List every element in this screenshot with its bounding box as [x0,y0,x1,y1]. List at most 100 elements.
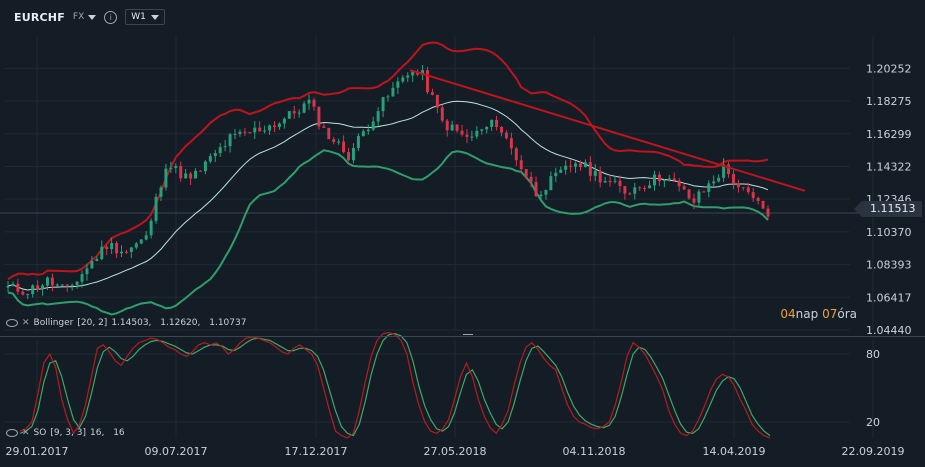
close-icon[interactable]: ✕ [22,428,30,438]
candle [268,124,272,135]
candle-body [11,283,15,286]
candle-body [65,284,69,286]
candle-body [233,133,237,135]
candle [174,163,178,174]
candle [164,163,168,191]
candle-body [198,170,202,172]
candle-body [277,123,281,128]
candle-body [450,124,454,131]
candle [297,109,301,118]
candle [628,192,632,195]
candle-body [282,118,286,124]
date-tick-label: 22.09.2019 [842,445,905,458]
bollinger-legend[interactable]: ✕ Bollinger [20, 2] 1.14503, 1.12620, 1.… [6,318,252,328]
info-icon[interactable]: i [104,10,118,24]
candle-body [455,124,459,131]
candle [144,231,148,241]
candle-body [95,259,99,262]
candle [445,118,449,137]
candle [75,280,79,289]
price-tick-label: 1.18275 [866,95,912,108]
candle-body [366,129,370,132]
candle-body [164,168,168,188]
candle [638,186,642,192]
candle [633,182,637,200]
candle-body [707,183,711,192]
candle-body [445,120,449,131]
candle-body [351,147,355,161]
candle [208,153,212,164]
candle-body [534,181,538,197]
candle-body [495,119,499,128]
candle-body [268,125,272,131]
candle-body [465,134,469,137]
toolbar: EURCHF FX i W1 [0,0,165,34]
timeframe-dropdown[interactable]: W1 [125,9,165,25]
candle [263,125,267,134]
candle-body [287,111,291,119]
middle-band [7,100,769,291]
candle-body [322,126,326,128]
close-icon[interactable]: ✕ [22,318,30,328]
pane-resize-handle[interactable] [463,334,473,335]
candle [509,132,513,155]
candle [287,111,291,119]
bollinger-value: 1.10737 [209,318,247,328]
candle [396,77,400,95]
candle [302,101,306,114]
candle-body [702,191,706,193]
countdown-hours-unit: óra [837,307,857,321]
candle [317,106,321,130]
candle [717,174,721,183]
candle-body [544,190,548,195]
candle-body [342,141,346,153]
candle-body [741,187,745,189]
candle-body [134,243,138,248]
candle-body [667,178,671,181]
candle-body [569,165,573,167]
candle [65,283,69,293]
so-legend[interactable]: ✕ SO [9, 3, 3] 16, 16 [6,428,131,438]
candle [213,149,217,162]
candle-body [129,247,133,252]
candle-body [105,246,109,250]
candle [351,143,355,164]
candle-body [223,146,227,148]
candle [529,171,533,188]
eye-icon[interactable] [6,319,18,327]
so-axis: 80 20 [866,348,880,429]
candle [490,119,494,131]
so-name: SO [33,428,47,438]
market-dropdown[interactable]: FX [73,12,97,22]
candle-body [578,163,582,168]
candle-body [332,139,336,143]
candle-body [120,251,123,254]
candle-body [124,251,128,253]
candle [519,154,523,174]
candle-body [253,127,257,133]
candle [578,160,582,171]
candle [667,175,671,182]
candle-body [500,127,503,133]
candle-body [50,277,54,286]
price-axis: 1.202521.182751.162991.143221.123461.103… [866,62,912,337]
candle-body [70,284,74,286]
candle [761,200,765,210]
symbol-label[interactable]: EURCHF [14,10,65,24]
candle [430,88,434,96]
candle-body [376,111,380,122]
pane-divider[interactable] [0,336,925,337]
price-tick-label: 1.10370 [866,226,912,239]
eye-icon[interactable] [6,429,18,437]
candle [198,170,202,172]
candle-body [623,186,627,194]
candle-body [643,187,647,189]
candle-body [514,148,518,161]
candle [554,167,558,183]
candle-body [55,284,59,286]
candle-body [440,107,444,121]
candle-body [273,125,276,128]
candle-body [26,294,30,296]
